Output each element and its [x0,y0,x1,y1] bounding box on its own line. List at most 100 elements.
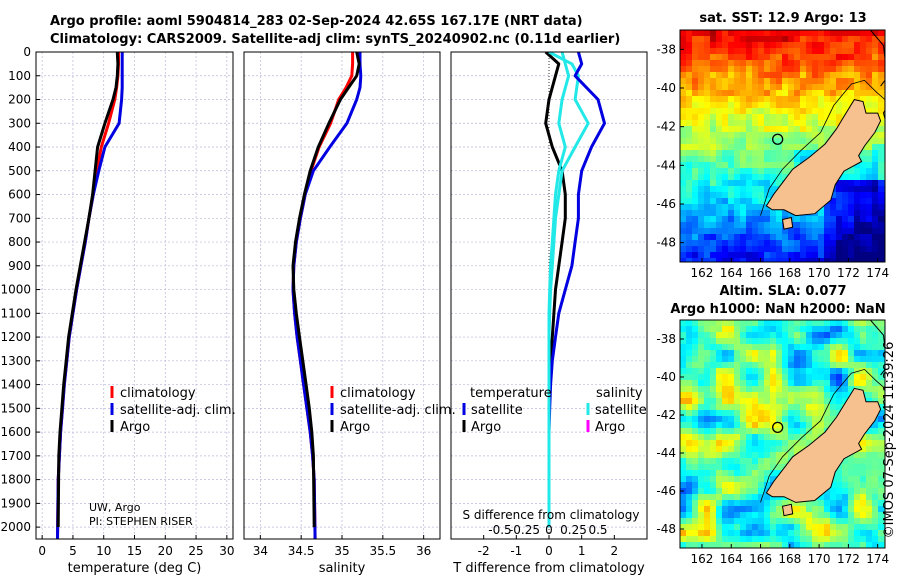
sst-map-cell [704,210,710,216]
sst-map-cell [782,72,788,78]
sst-map-cell [788,162,794,168]
sst-map-cell [806,96,812,102]
sla-map-cell [746,536,752,542]
sst-map-cell [812,42,818,48]
sst-map-cell [788,54,794,60]
sla-map-cell [770,368,776,374]
sla-map-cell [698,368,704,374]
sst-map-cell [764,210,770,216]
sla-map-cell [752,398,758,404]
sla-map-cell [740,536,746,542]
sst-map-cell [704,156,710,162]
sla-map-cell [728,374,734,380]
sla-map-cell [782,434,788,440]
sla-map-cell [758,404,764,410]
sla-map-cell [716,536,722,542]
sst-map-cell [842,180,848,186]
sst-map-cell [758,30,764,36]
sst-map-cell [812,84,818,90]
sst-map-cell [854,66,860,72]
sst-map-cell [770,168,776,174]
sla-map-cell [686,392,692,398]
sla-map-cell [728,470,734,476]
sst-map-cell [782,210,788,216]
sla-map-cell [824,494,830,500]
sla-map-cell [764,410,770,416]
sla-map-cell [764,356,770,362]
sla-map-cell [872,524,878,530]
sst-map-cell [800,84,806,90]
sla-map-cell [824,518,830,524]
sla-map-cell [812,368,818,374]
sla-map-cell [866,494,872,500]
sla-map-cell [806,500,812,506]
sst-map-cell [848,42,854,48]
sst-map-cell [746,132,752,138]
sst-map-cell [686,30,692,36]
sst-map-cell [728,174,734,180]
sst-map-cell [698,96,704,102]
sla-map-cell [842,506,848,512]
sla-map-cell [734,524,740,530]
sst-map-cell [728,198,734,204]
sst-map-cell [728,90,734,96]
sla-map-cell [794,422,800,428]
sst-map-cell [836,228,842,234]
sla-map-cell [794,338,800,344]
sst-map-cell [740,108,746,114]
sst-map-cell [866,246,872,252]
sla-map-cell [770,530,776,536]
sst-map-cell [812,252,818,258]
sla-map-cell [698,428,704,434]
sst-map-cell [764,132,770,138]
sla-map-cell [734,410,740,416]
sla-map-cell [722,368,728,374]
sst-map-cell [680,60,686,66]
sla-map-cell [722,482,728,488]
sst-map-cell [860,204,866,210]
sla-map-cell [842,500,848,506]
sla-map-cell [704,416,710,422]
sla-map-cell [842,512,848,518]
sla-map-xtick-label: 170 [808,552,831,566]
sst-map-cell [746,174,752,180]
sla-map-cell [806,392,812,398]
sla-map-cell [788,530,794,536]
sla-map-cell [860,488,866,494]
sla-map-cell [752,362,758,368]
sst-map-cell [878,228,884,234]
sla-map-cell [878,392,884,398]
sla-map-cell [824,422,830,428]
sst-map-cell [758,114,764,120]
sla-map-cell [752,416,758,422]
sst-map-cell [794,78,800,84]
sla-map-cell [800,434,806,440]
sst-map-cell [854,162,860,168]
sla-map-cell [740,476,746,482]
sla-map-cell [764,338,770,344]
sla-map-cell [872,500,878,506]
sst-map-cell [776,150,782,156]
sla-map-cell [782,362,788,368]
sst-map-cell [776,84,782,90]
sst-map-cell [722,234,728,240]
sst-map-cell [722,42,728,48]
sst-map-cell [872,228,878,234]
sst-map-cell [758,192,764,198]
depth-tick-label: 1500 [0,401,31,415]
sla-map-cell [866,530,872,536]
sst-map-cell [764,186,770,192]
sst-map-cell [782,84,788,90]
sst-map-cell [698,204,704,210]
sst-map-cell [806,102,812,108]
sst-map-cell [800,48,806,54]
sla-map-cell [800,380,806,386]
sla-map-cell [794,518,800,524]
sla-map-ytick-label: -46 [656,484,676,498]
sla-map-cell [770,524,776,530]
sla-map-cell [686,458,692,464]
sst-map-cell [770,228,776,234]
sla-map-cell [878,380,884,386]
sst-map-cell [764,90,770,96]
sst-map-cell [800,108,806,114]
